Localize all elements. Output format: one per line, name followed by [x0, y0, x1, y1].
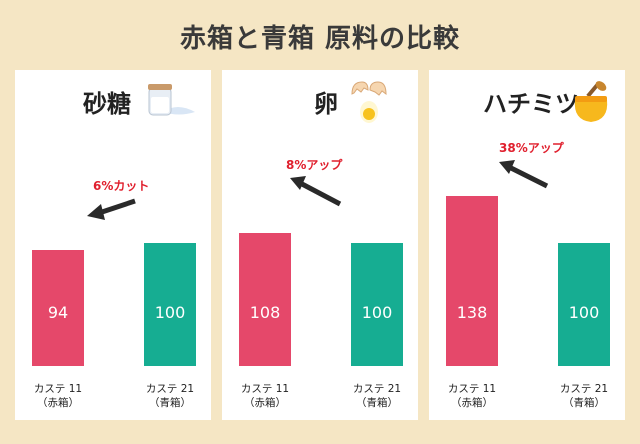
category-label: カステ 21 （青箱） — [352, 383, 402, 409]
category-label: カステ 21 （青箱） — [145, 383, 195, 409]
category-label: カステ 21 （青箱） — [559, 383, 609, 409]
chart-panel-egg: 卵 108 100 カステ 11 （赤箱） カステ 21 （青箱） 8%アップ — [222, 70, 418, 420]
category-label: カステ 11 （赤箱） — [240, 383, 290, 409]
data-label: 100 — [568, 303, 600, 322]
bar-red: 108 — [239, 233, 291, 366]
bar-blue: 100 — [558, 243, 610, 366]
arrow-icon — [499, 160, 549, 189]
honey-jar-icon — [574, 81, 608, 122]
data-label: 100 — [154, 303, 186, 322]
data-label: 94 — [47, 302, 69, 322]
sugar-jar-icon — [148, 84, 195, 116]
annotation-label: 6%カット — [93, 179, 150, 193]
arrow-icon — [87, 198, 136, 220]
annotation-label: 8%アップ — [286, 158, 343, 172]
chart-title: 卵 — [314, 90, 338, 118]
bar-blue: 100 — [351, 243, 403, 366]
annotation-label: 38%アップ — [499, 141, 564, 155]
data-label: 108 — [249, 302, 281, 322]
category-label: カステ 11 （赤箱） — [33, 383, 83, 409]
chart-title: 砂糖 — [83, 90, 131, 118]
data-label: 138 — [456, 302, 488, 322]
bar-red: 138 — [446, 196, 498, 366]
cracked-egg-icon — [351, 81, 387, 123]
bar-red: 94 — [32, 250, 84, 366]
data-label: 100 — [361, 303, 393, 322]
chart-panel-honey: ハチミツ 138 100 カステ 11 （赤箱） カステ 21 （青箱） 38%アッ… — [429, 70, 625, 420]
page-title: 赤箱と青箱 原料の比較 — [179, 24, 461, 54]
arrow-icon — [290, 176, 342, 207]
bar-blue: 100 — [144, 243, 196, 366]
chart-title: ハチミツ — [483, 90, 579, 118]
category-label: カステ 11 （赤箱） — [447, 383, 497, 409]
chart-panel-sugar: 砂糖 94 100 カステ 11 （赤箱） カステ 21 （青箱） 6%カット — [15, 70, 211, 420]
